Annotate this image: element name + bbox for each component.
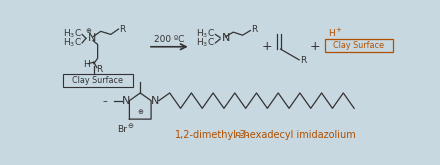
Text: R: R [96,65,103,74]
Text: +: + [336,27,341,33]
Text: $\ominus$: $\ominus$ [127,121,135,130]
Bar [325,39,393,52]
Text: R: R [251,25,257,34]
Text: 200 ºC: 200 ºC [154,35,184,44]
Text: N: N [222,33,230,43]
Text: H$_3$C: H$_3$C [196,27,215,40]
Text: H: H [328,29,334,38]
Bar [63,74,132,87]
Text: +: + [309,40,320,53]
Text: Br: Br [117,125,127,134]
Text: H: H [83,60,90,69]
Text: H$_3$C: H$_3$C [63,37,82,49]
Text: –: – [103,96,108,106]
Text: H$_3$C: H$_3$C [196,37,215,49]
Text: N: N [121,96,130,106]
Text: N: N [151,96,159,106]
Text: Clay Surface: Clay Surface [72,76,123,85]
Text: n: n [235,130,241,140]
Text: R: R [119,25,125,33]
Text: 1,2-dimethyl-3-: 1,2-dimethyl-3- [175,130,250,140]
Text: $\oplus$: $\oplus$ [85,26,92,35]
Text: Clay Surface: Clay Surface [334,41,384,50]
Text: H$_3$C: H$_3$C [63,27,82,40]
Text: $\oplus$: $\oplus$ [137,107,144,116]
Text: +: + [261,40,272,53]
Text: R: R [300,56,306,65]
Text: N: N [88,33,97,43]
Text: -hexadecyl imidazolium: -hexadecyl imidazolium [240,130,356,140]
